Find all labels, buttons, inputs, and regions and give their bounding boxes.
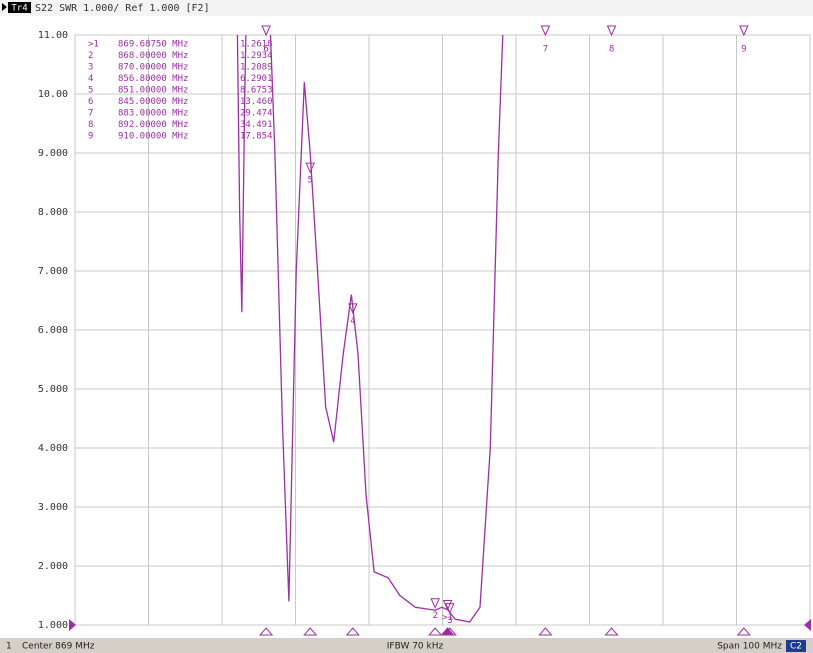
marker-stimulus	[345, 627, 360, 636]
trace-line	[236, 35, 504, 623]
y-tick-label: 10.00	[38, 89, 68, 100]
marker-table-name: >1	[88, 40, 99, 50]
marker-label: 9	[741, 45, 746, 55]
reference-arrow	[69, 619, 76, 631]
marker-table-value: 6.2901	[240, 74, 273, 84]
ifbw: IFBW 70 kHz	[387, 642, 444, 652]
marker-table-frequency: 892.00000 MHz	[118, 120, 188, 130]
marker-table-name: 9	[88, 132, 93, 142]
marker-table-value: 1.2089	[240, 63, 273, 73]
marker	[739, 25, 749, 37]
marker-table-value: 8.6753	[240, 86, 273, 96]
y-tick-label: 3.000	[38, 502, 68, 513]
marker-table-value: 13.460	[240, 97, 273, 107]
marker-table-name: 4	[88, 74, 93, 84]
marker-table-frequency: 870.00000 MHz	[118, 63, 188, 73]
trace-info: S22 SWR 1.000/ Ref 1.000 [F2]	[35, 3, 210, 14]
marker	[445, 603, 455, 614]
y-tick-label: 7.000	[38, 266, 68, 277]
reference-arrow	[804, 619, 811, 631]
channel-number: 1	[6, 642, 12, 652]
marker-table-name: 8	[88, 120, 93, 130]
marker-label: 3	[447, 616, 452, 626]
marker-stimulus	[303, 627, 318, 636]
marker-table-value: 29.474	[240, 109, 273, 119]
marker	[540, 25, 551, 37]
marker-stimulus	[604, 627, 619, 636]
marker	[305, 162, 315, 174]
trace-arrow	[2, 3, 7, 11]
y-tick-label: 6.000	[38, 325, 68, 336]
trace-badge	[8, 2, 31, 13]
marker	[606, 25, 617, 37]
marker-stimulus	[736, 627, 751, 636]
marker-table-frequency: 868.00000 MHz	[118, 51, 188, 61]
trace-id: Tr4	[11, 4, 27, 14]
marker-stimulus	[259, 627, 274, 636]
marker-stimulus	[442, 627, 457, 636]
y-tick-label: 9.000	[38, 148, 68, 159]
center-frequency: Center 869 MHz	[22, 642, 95, 652]
marker-table-name: 2	[88, 51, 93, 61]
marker-table-name: 3	[88, 63, 93, 73]
y-tick-label: 2.000	[38, 561, 68, 572]
marker-label: 5	[307, 176, 312, 186]
marker-label: 8	[609, 45, 614, 55]
marker-label: 7	[543, 45, 548, 55]
marker-table-name: 6	[88, 97, 93, 107]
marker-label: >1	[442, 613, 453, 623]
marker-table-value: 34.491	[240, 120, 273, 130]
marker-table-value: 1.2618	[240, 40, 273, 50]
marker-table-frequency: 845.00000 MHz	[118, 97, 188, 107]
marker-table-frequency: 883.00000 MHz	[118, 109, 188, 119]
header-bar	[0, 0, 813, 16]
marker	[348, 303, 358, 315]
marker-table-name: 7	[88, 109, 93, 119]
marker-table-frequency: 856.80000 MHz	[118, 74, 188, 84]
marker-label: 2	[432, 611, 437, 621]
marker	[430, 598, 440, 609]
channel-badge-text: C2	[790, 642, 802, 652]
marker-label: 6	[263, 45, 268, 55]
marker-table-name: 5	[88, 86, 93, 96]
channel-badge	[786, 640, 806, 652]
marker-table-value: 17.854	[240, 132, 273, 142]
marker-stimulus	[428, 627, 443, 636]
footer-bar	[0, 638, 813, 653]
span: Span 100 MHz	[717, 642, 782, 652]
marker	[442, 600, 453, 611]
marker-table-frequency: 869.68750 MHz	[118, 40, 188, 50]
y-tick-label: 1.000	[38, 620, 68, 631]
marker-label: 4	[350, 316, 355, 326]
y-tick-label: 4.000	[38, 443, 68, 454]
y-tick-label: 11.00	[38, 30, 68, 41]
marker-table-frequency: 910.00000 MHz	[118, 132, 188, 142]
marker-stimulus	[538, 627, 553, 636]
y-tick-label: 8.000	[38, 207, 68, 218]
marker-table-frequency: 851.00000 MHz	[118, 86, 188, 96]
marker-table-value: 1.2934	[240, 51, 273, 61]
y-tick-label: 5.000	[38, 384, 68, 395]
marker	[261, 25, 271, 37]
